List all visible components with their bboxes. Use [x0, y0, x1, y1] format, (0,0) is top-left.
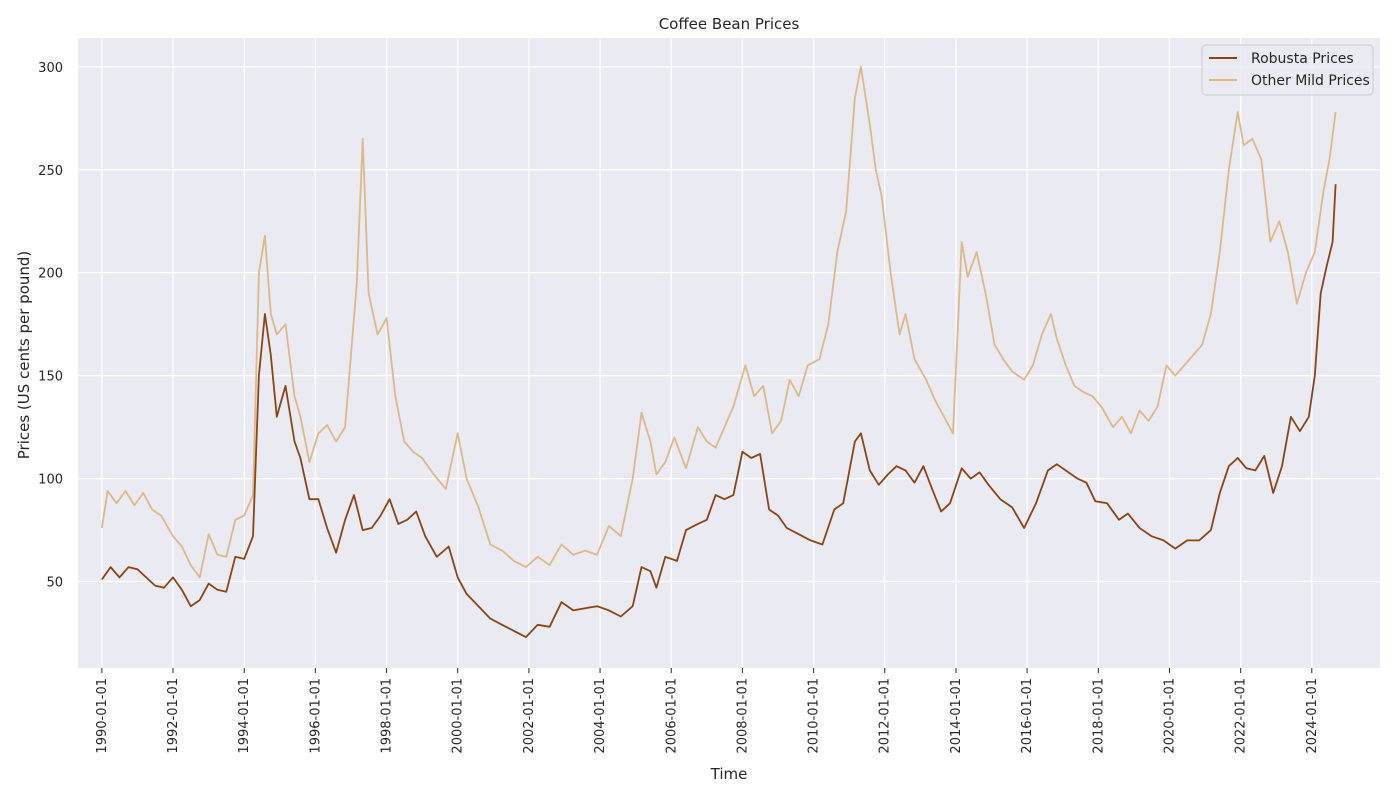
y-tick-label: 250 [38, 164, 63, 179]
x-tick-label: 1990-01-01 [95, 678, 110, 754]
y-axis-ticks: 50 100 150 200 250 300 [38, 61, 63, 591]
x-tick-label: 2006-01-01 [664, 678, 679, 754]
y-axis-title: Prices (US cents per pound) [15, 251, 33, 460]
x-tick-label: 2012-01-01 [878, 678, 893, 754]
legend-label-robusta: Robusta Prices [1251, 51, 1354, 67]
x-axis-title: Time [710, 765, 748, 783]
x-tick-label: 2022-01-01 [1234, 678, 1249, 754]
x-tick-label: 2016-01-01 [1020, 678, 1035, 754]
legend-box [1201, 44, 1374, 96]
plot-area [78, 38, 1380, 668]
x-tick-label: 2018-01-01 [1091, 678, 1106, 754]
x-tick-label: 1994-01-01 [237, 678, 252, 754]
x-axis-ticks: 1990-01-01 1992-01-01 1994-01-01 1996-01-01… [95, 668, 1320, 754]
chart-title: Coffee Bean Prices [659, 15, 800, 33]
y-tick-label: 200 [38, 267, 63, 282]
x-tick-label: 2024-01-01 [1305, 678, 1320, 754]
x-tick-label: 1992-01-01 [166, 678, 181, 754]
x-tick-label: 2000-01-01 [451, 678, 466, 754]
x-tick-label: 1996-01-01 [308, 678, 323, 754]
y-tick-label: 300 [38, 61, 63, 76]
x-tick-label: 1998-01-01 [380, 678, 395, 754]
y-tick-label: 100 [38, 473, 63, 488]
x-tick-label: 2014-01-01 [949, 678, 964, 754]
legend-label-other-mild: Other Mild Prices [1251, 73, 1370, 89]
x-tick-label: 2008-01-01 [735, 678, 750, 754]
x-tick-label: 2020-01-01 [1162, 678, 1177, 754]
legend: Robusta Prices Other Mild Prices [1201, 44, 1374, 96]
x-tick-label: 2002-01-01 [522, 678, 537, 754]
series-line-robusta [101, 184, 1337, 638]
y-tick-label: 50 [46, 576, 63, 591]
series-line-other-mild [101, 65, 1337, 579]
x-tick-label: 2010-01-01 [807, 678, 822, 754]
x-tick-label: 2004-01-01 [593, 678, 608, 754]
y-tick-label: 150 [38, 370, 63, 385]
series-lines [101, 65, 1337, 638]
